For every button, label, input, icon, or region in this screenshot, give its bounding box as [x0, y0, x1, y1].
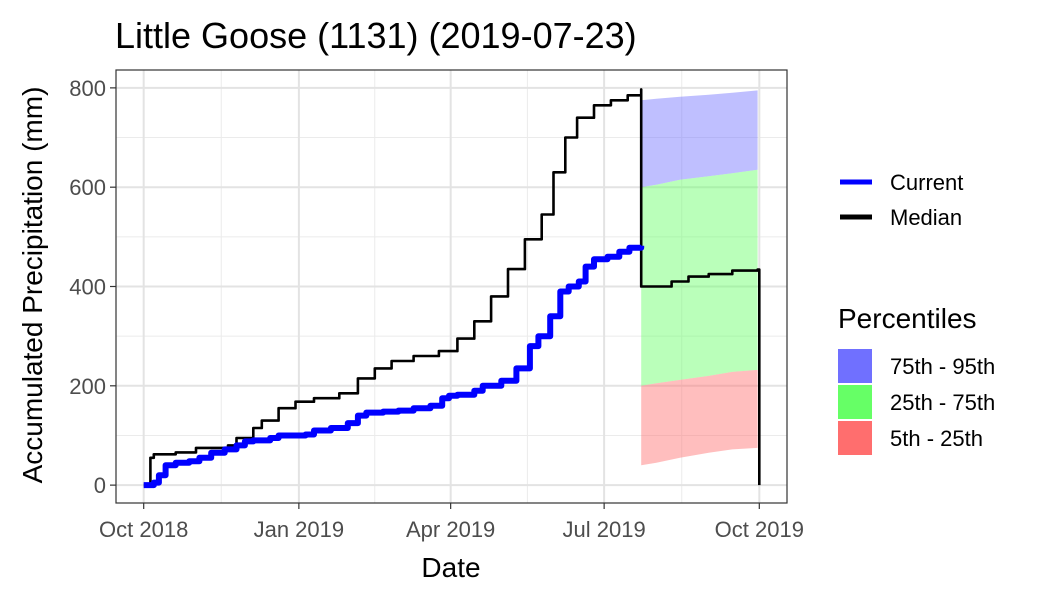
x-tick-label: Jan 2019 [254, 517, 345, 542]
legend-swatch-percentile [838, 349, 872, 383]
y-axis-ticks: 0 200 400 600 800 [69, 76, 116, 498]
legend-label-median: Median [890, 205, 962, 230]
percentile-band [641, 90, 758, 188]
legend-lines: Current Median [840, 170, 963, 230]
legend-label-percentile: 25th - 75th [890, 390, 995, 415]
legend: Current Median Percentiles 75th - 95th 25t… [838, 170, 995, 455]
legend-swatch-percentile [838, 385, 872, 419]
series-lines [143, 88, 761, 489]
legend-percentiles-title: Percentiles [838, 303, 977, 334]
x-tick-label: Oct 2018 [99, 517, 188, 542]
current-series-line [143, 244, 645, 489]
plot-area [115, 69, 788, 504]
legend-label-percentile: 75th - 95th [890, 354, 995, 379]
grid-lines [116, 70, 787, 503]
legend-label-current: Current [890, 170, 963, 195]
y-tick-label: 200 [69, 374, 106, 399]
x-tick-label: Oct 2019 [715, 517, 804, 542]
x-tick-label: Jul 2019 [563, 517, 646, 542]
y-tick-label: 800 [69, 76, 106, 101]
legend-label-percentile: 5th - 25th [890, 426, 983, 451]
y-tick-label: 600 [69, 175, 106, 200]
legend-swatch-percentile [838, 421, 872, 455]
y-tick-label: 400 [69, 275, 106, 300]
x-tick-label: Apr 2019 [406, 517, 495, 542]
y-tick-label: 0 [94, 473, 106, 498]
x-axis-title: Date [421, 552, 480, 583]
percentile-band [641, 369, 758, 466]
y-axis-title: Accumulated Precipitation (mm) [17, 87, 48, 484]
x-axis-ticks: Oct 2018 Jan 2019 Apr 2019 Jul 2019 Oct 2019 [99, 503, 804, 542]
chart-title: Little Goose (1131) (2019-07-23) [115, 15, 637, 56]
legend-percentiles: 75th - 95th 25th - 75th 5th - 25th [838, 349, 995, 455]
